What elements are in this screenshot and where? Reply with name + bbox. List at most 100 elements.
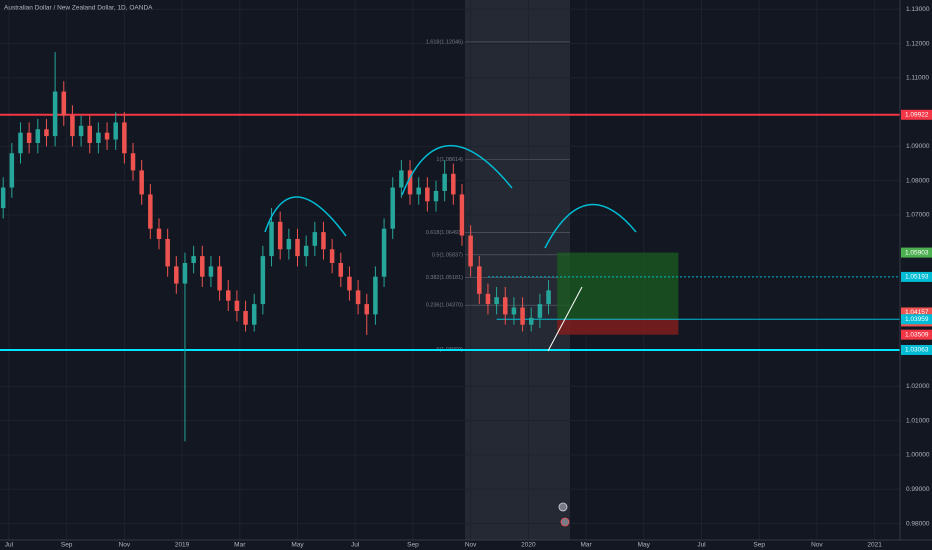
price-label-bg xyxy=(901,109,932,120)
y-tick-label: 1.02000 xyxy=(906,383,930,390)
x-tick-label: Sep xyxy=(61,542,73,549)
x-tick-label: 2020 xyxy=(521,542,536,549)
x-tick-label: Nov xyxy=(465,542,477,549)
fib-label: 0.5(1.05837) xyxy=(432,252,463,258)
y-tick-label: 1.01000 xyxy=(906,417,930,424)
candle-body xyxy=(225,290,231,301)
candle-body xyxy=(459,194,465,236)
x-tick-label: Jul xyxy=(697,542,706,549)
y-tick-label: 1.00000 xyxy=(906,452,930,459)
candle-body xyxy=(425,187,430,202)
candle-body xyxy=(260,256,266,305)
price-label: 1.09922 xyxy=(905,112,929,119)
candle-body xyxy=(174,266,179,284)
candle-body xyxy=(347,276,352,291)
candle-body xyxy=(87,125,92,143)
candle-body xyxy=(286,238,292,250)
axis-layer: 0.98000 0.99000 1.00000 1.01000 1.02000 1.070… xyxy=(5,6,932,549)
price-label-bg xyxy=(901,271,932,282)
price-label: 1.05193 xyxy=(905,274,929,281)
x-tick-label: 2021 xyxy=(867,542,882,549)
chart-title: Australian Dollar / New Zealand Dollar, … xyxy=(4,5,153,12)
candle-body xyxy=(26,132,32,143)
candle-body xyxy=(9,153,15,188)
candle-body xyxy=(122,122,127,154)
y-tick-label: 0.98000 xyxy=(906,520,930,527)
candle-body xyxy=(139,170,144,195)
y-tick-label: 1.12000 xyxy=(906,40,930,47)
event-icon[interactable] xyxy=(558,502,568,512)
candle-body xyxy=(130,153,136,171)
candle-body xyxy=(520,307,525,325)
fib-label: 1.618(1.12046) xyxy=(426,39,463,45)
candle-body xyxy=(468,235,473,267)
y-tick-label: 1.07000 xyxy=(906,212,930,219)
candle-body xyxy=(0,187,6,209)
position-target xyxy=(557,252,679,320)
candle-body xyxy=(35,129,41,143)
candle-body xyxy=(433,190,439,202)
candle-body xyxy=(321,232,326,250)
candle-body xyxy=(191,256,196,263)
y-tick-label: 1.13000 xyxy=(906,6,930,13)
candle-body xyxy=(18,132,23,154)
y-tick-label: 0.99000 xyxy=(906,486,930,493)
price-label: 1.03509 xyxy=(905,331,929,338)
candle-body xyxy=(269,221,274,257)
event-icon[interactable] xyxy=(560,517,570,527)
candle-body xyxy=(251,304,257,325)
price-label-bg xyxy=(901,247,932,258)
candle-body xyxy=(503,297,508,315)
arc-drawing xyxy=(544,203,637,249)
drawings-layer: 1.618(1.12046) 1(1.08614) 0.618(1.06493) 0.… xyxy=(0,39,900,353)
candle-body xyxy=(44,129,49,137)
candle-body xyxy=(208,266,214,277)
candle-body xyxy=(277,221,283,250)
candle-body xyxy=(546,290,551,305)
x-tick-label: May xyxy=(638,542,651,549)
candle-body xyxy=(364,304,370,315)
arc-drawing xyxy=(264,196,347,237)
candle-body xyxy=(200,256,205,277)
price-label: 1.03959 xyxy=(905,316,929,323)
candle-body xyxy=(234,300,240,311)
price-label: 1.04157 xyxy=(905,309,929,316)
trend-line xyxy=(547,286,583,352)
candle-body xyxy=(381,228,387,277)
price-label: 1.05903 xyxy=(905,249,929,256)
candle-body xyxy=(511,307,517,315)
x-tick-label: Jul xyxy=(351,542,360,549)
price-label-bg xyxy=(901,307,932,318)
candle-body xyxy=(96,132,101,143)
price-label-bg xyxy=(901,344,932,355)
x-tick-label: 2019 xyxy=(175,542,190,549)
candle-body xyxy=(52,91,58,137)
fib-label: 1(1.08614) xyxy=(436,157,463,163)
x-tick-label: Nov xyxy=(119,542,131,549)
candle-body xyxy=(477,266,482,294)
fib-shade xyxy=(465,0,570,540)
arc-drawing xyxy=(401,145,513,196)
candle-body xyxy=(104,132,110,140)
candle-body xyxy=(295,238,300,257)
price-label-bg xyxy=(901,314,932,325)
candle-body xyxy=(61,91,67,116)
y-tick-label: 1.08000 xyxy=(906,177,930,184)
price-label: 1.03063 xyxy=(905,347,929,354)
candle-body xyxy=(485,293,491,305)
candle-body xyxy=(442,173,447,191)
y-tick-label: 1.09000 xyxy=(906,143,930,150)
candle-body xyxy=(217,266,222,291)
candle-body xyxy=(528,317,534,325)
candle-body xyxy=(390,187,395,229)
candle-body xyxy=(303,245,309,257)
candle-body xyxy=(416,187,421,195)
candle-body xyxy=(156,228,162,239)
candle-body xyxy=(355,290,361,305)
candle-body xyxy=(165,238,170,267)
x-tick-label: Jul xyxy=(5,542,14,549)
fib-label: 0.382(1.05181) xyxy=(426,275,463,281)
candle-body xyxy=(537,304,543,318)
x-tick-label: Sep xyxy=(407,542,419,549)
